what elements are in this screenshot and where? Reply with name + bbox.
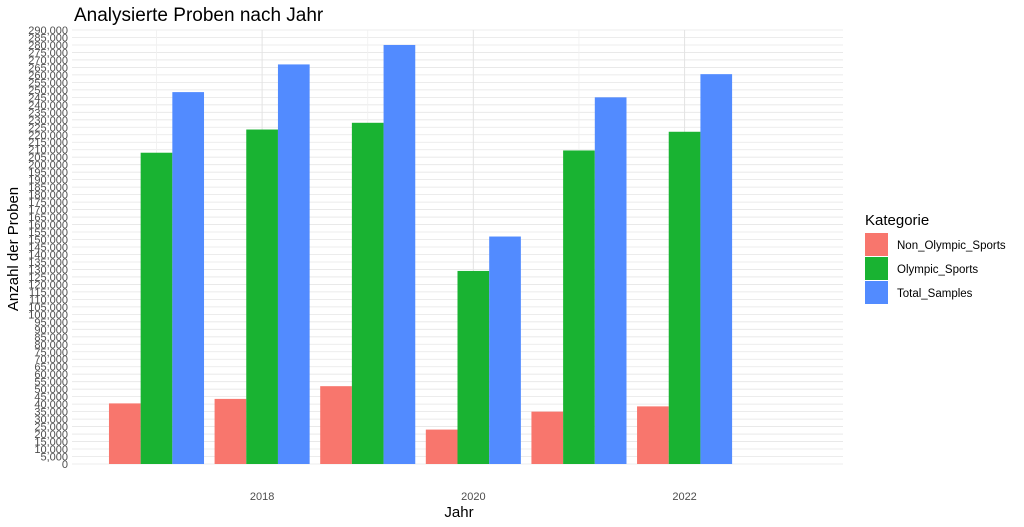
legend-label: Olympic_Sports bbox=[897, 264, 978, 276]
y-tick-label: 220,000 bbox=[28, 130, 68, 142]
y-tick-label: 120,000 bbox=[28, 279, 68, 291]
y-tick-label: 5,000 bbox=[40, 452, 68, 464]
y-tick-label: 210,000 bbox=[28, 145, 68, 157]
y-tick-label: 75,000 bbox=[34, 347, 68, 359]
y-tick-label: 125,000 bbox=[28, 272, 68, 284]
bar-olympic-sports bbox=[563, 150, 595, 464]
y-tick-label: 245,000 bbox=[28, 92, 68, 104]
y-tick-label: 190,000 bbox=[28, 175, 68, 187]
y-tick-label: 30,000 bbox=[34, 414, 68, 426]
y-tick-label: 185,000 bbox=[28, 182, 68, 194]
legend-title: Kategorie bbox=[865, 212, 929, 229]
legend-key bbox=[865, 281, 888, 304]
y-tick-label: 85,000 bbox=[34, 332, 68, 344]
y-tick-label: 225,000 bbox=[28, 122, 68, 134]
y-tick-label: 270,000 bbox=[28, 55, 68, 67]
y-tick-label: 20,000 bbox=[34, 429, 68, 441]
y-tick-label: 250,000 bbox=[28, 85, 68, 97]
y-tick-label: 50,000 bbox=[34, 384, 68, 396]
y-tick-label: 100,000 bbox=[28, 309, 68, 321]
y-tick-label: 265,000 bbox=[28, 62, 68, 74]
y-tick-label: 90,000 bbox=[34, 324, 68, 336]
y-tick-label: 165,000 bbox=[28, 212, 68, 224]
bar-olympic-sports bbox=[246, 129, 278, 464]
y-tick-label: 65,000 bbox=[34, 362, 68, 374]
y-tick-label: 175,000 bbox=[28, 197, 68, 209]
x-axis-title: Jahr bbox=[444, 504, 473, 521]
y-tick-label: 275,000 bbox=[28, 47, 68, 59]
y-tick-label: 260,000 bbox=[28, 70, 68, 82]
y-tick-label: 95,000 bbox=[34, 317, 68, 329]
y-tick-label: 285,000 bbox=[28, 32, 68, 44]
x-tick-label: 2018 bbox=[250, 491, 274, 503]
legend-label: Non_Olympic_Sports bbox=[897, 240, 1006, 252]
y-axis-ticks: 05,00010,00015,00020,00025,00030,00035,0… bbox=[28, 25, 68, 471]
x-axis-ticks: 2018 2020 2022 bbox=[250, 491, 697, 503]
bar-total-samples bbox=[383, 44, 416, 465]
y-tick-label: 150,000 bbox=[28, 235, 68, 247]
bar-olympic-sports bbox=[140, 152, 173, 465]
legend: Kategorie Non_Olympic_Sports Olympic_Spor… bbox=[865, 212, 1006, 304]
y-tick-label: 115,000 bbox=[29, 287, 68, 299]
y-tick-label: 0 bbox=[62, 459, 68, 471]
y-axis-title: Anzahl der Proben bbox=[5, 187, 22, 311]
y-tick-label: 10,000 bbox=[34, 444, 68, 456]
y-tick-label: 230,000 bbox=[28, 115, 68, 127]
y-tick-label: 195,000 bbox=[28, 167, 68, 179]
bar-total-samples bbox=[277, 64, 310, 465]
y-tick-label: 200,000 bbox=[28, 160, 68, 172]
bars bbox=[108, 44, 733, 465]
bar-non-olympic-sports bbox=[425, 429, 458, 464]
legend-key bbox=[865, 257, 888, 280]
y-tick-label: 145,000 bbox=[28, 242, 68, 254]
y-tick-label: 205,000 bbox=[28, 152, 68, 164]
bar-olympic-sports bbox=[668, 131, 701, 465]
y-tick-label: 70,000 bbox=[34, 354, 68, 366]
y-tick-label: 180,000 bbox=[28, 190, 68, 202]
y-tick-label: 280,000 bbox=[28, 40, 68, 52]
y-tick-label: 135,000 bbox=[28, 257, 68, 269]
y-tick-label: 255,000 bbox=[28, 77, 68, 89]
y-tick-label: 290,000 bbox=[28, 25, 68, 37]
bar-non-olympic-sports bbox=[320, 386, 352, 464]
y-tick-label: 160,000 bbox=[28, 220, 68, 232]
bar-non-olympic-sports bbox=[214, 398, 247, 464]
bar-total-samples bbox=[594, 97, 627, 465]
bar-olympic-sports bbox=[351, 122, 384, 465]
y-tick-label: 155,000 bbox=[28, 227, 68, 239]
y-tick-label: 170,000 bbox=[28, 205, 68, 217]
y-tick-label: 25,000 bbox=[34, 422, 68, 434]
legend-label: Total_Samples bbox=[897, 288, 973, 300]
y-tick-label: 235,000 bbox=[28, 107, 68, 119]
y-tick-label: 55,000 bbox=[34, 377, 68, 389]
y-tick-label: 105,000 bbox=[28, 302, 68, 314]
chart-title: Analysierte Proben nach Jahr bbox=[74, 5, 324, 26]
bar-olympic-sports bbox=[457, 270, 490, 464]
y-tick-label: 15,000 bbox=[34, 437, 68, 449]
bar-non-olympic-sports bbox=[637, 406, 669, 464]
y-tick-label: 35,000 bbox=[34, 407, 68, 419]
bar-non-olympic-sports bbox=[531, 411, 564, 464]
x-tick-label: 2022 bbox=[672, 491, 696, 503]
y-tick-label: 80,000 bbox=[34, 339, 68, 351]
bar-total-samples bbox=[489, 236, 521, 464]
bar-total-samples bbox=[700, 74, 733, 464]
y-tick-label: 60,000 bbox=[34, 369, 68, 381]
x-tick-label: 2020 bbox=[461, 491, 485, 503]
y-tick-label: 45,000 bbox=[34, 392, 68, 404]
y-tick-label: 240,000 bbox=[28, 100, 68, 112]
y-tick-label: 130,000 bbox=[28, 264, 68, 276]
y-tick-label: 110,000 bbox=[29, 294, 68, 306]
y-tick-label: 40,000 bbox=[34, 399, 68, 411]
y-tick-label: 140,000 bbox=[28, 249, 68, 261]
y-tick-label: 215,000 bbox=[28, 137, 68, 149]
legend-key bbox=[865, 233, 888, 256]
bar-non-olympic-sports bbox=[108, 403, 141, 464]
bar-total-samples bbox=[172, 92, 205, 464]
